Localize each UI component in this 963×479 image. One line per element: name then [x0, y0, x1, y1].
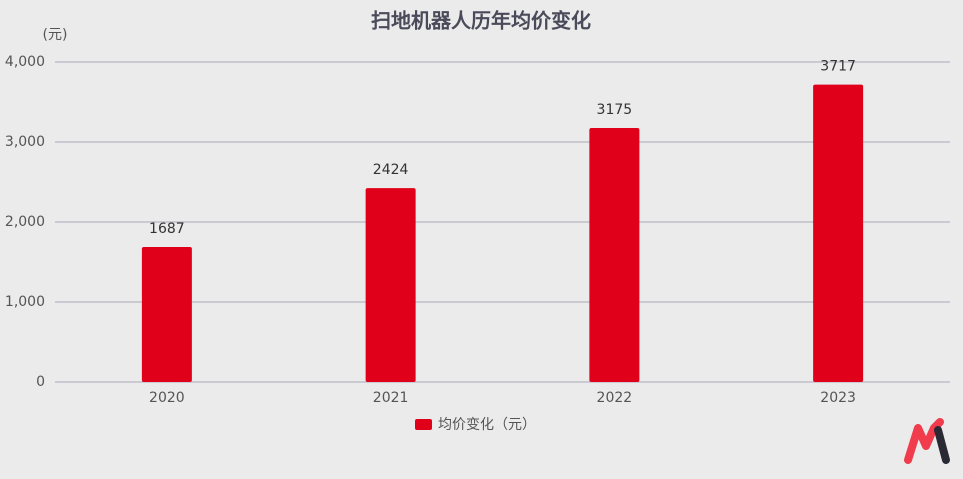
data-label: 2424 — [373, 162, 409, 178]
logo-dark — [934, 426, 950, 464]
bar — [365, 188, 416, 382]
bar — [589, 128, 640, 382]
data-label: 1687 — [149, 221, 185, 237]
x-tick-label: 2020 — [149, 390, 185, 406]
y-tick-label: 0 — [36, 374, 45, 390]
chart-title: 扫地机器人历年均价变化 — [371, 9, 591, 33]
y-tick-label: 4,000 — [5, 54, 45, 70]
y-axis-label: (元) — [43, 27, 68, 43]
data-label: 3717 — [820, 59, 856, 75]
y-tick-label: 3,000 — [5, 134, 45, 150]
x-tick-label: 2023 — [820, 390, 856, 406]
logo-red — [904, 418, 944, 464]
x-tick-label: 2022 — [597, 390, 633, 406]
logo — [904, 418, 950, 464]
y-tick-label: 1,000 — [5, 294, 45, 310]
x-tick-label: 2021 — [373, 390, 409, 406]
y-tick-label: 2,000 — [5, 214, 45, 230]
legend-swatch — [415, 419, 432, 430]
bar — [141, 247, 192, 382]
data-label: 3175 — [597, 102, 633, 118]
bar — [813, 84, 864, 382]
legend-label: 均价变化（元） — [438, 417, 536, 433]
